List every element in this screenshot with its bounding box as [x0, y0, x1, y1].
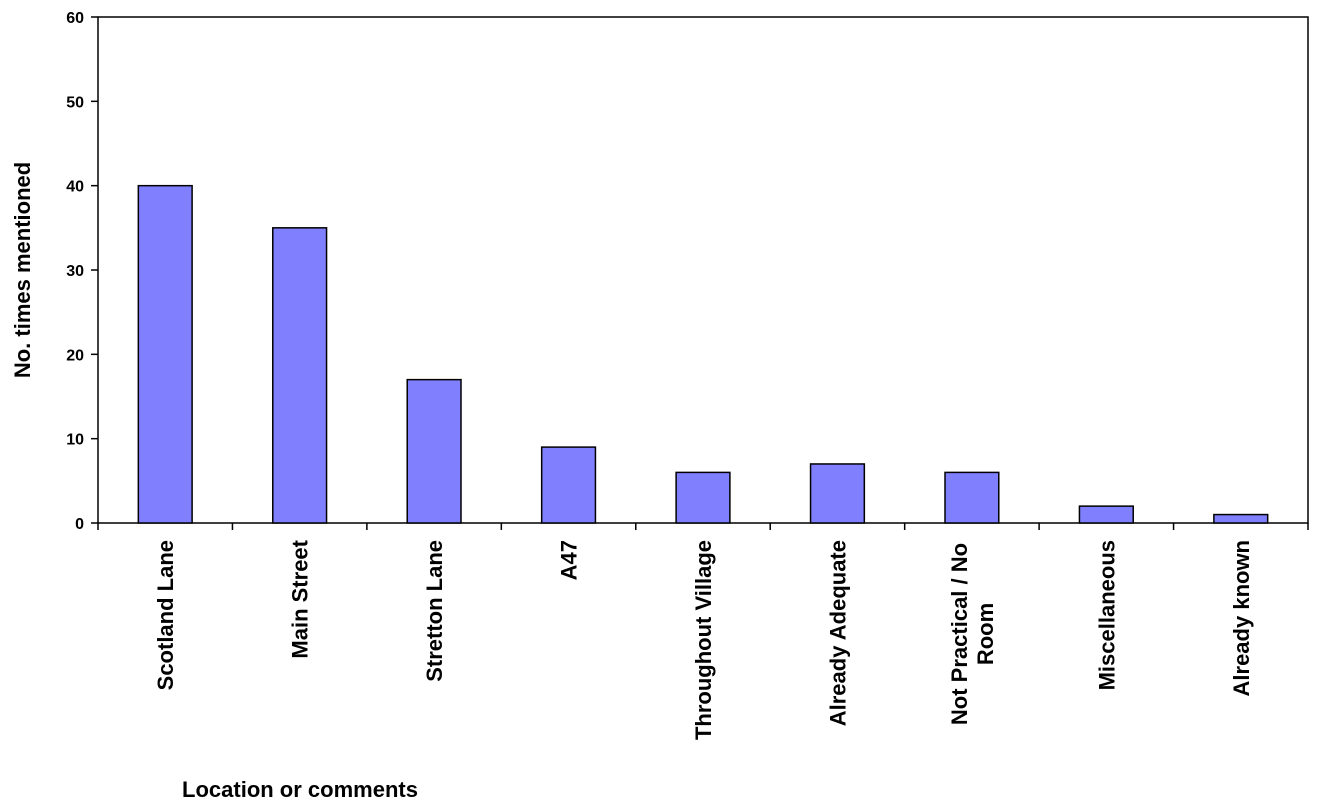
bars	[137, 184, 1269, 524]
x-axis-title: Location or comments	[182, 777, 418, 802]
y-axis-title: No. times mentioned	[10, 162, 35, 378]
x-axis-ticks	[97, 523, 1309, 530]
category-label-line: Throughout Village	[691, 540, 716, 740]
category-label-line: Scotland Lane	[153, 540, 178, 690]
bar	[1213, 513, 1269, 524]
bar	[137, 184, 193, 524]
category-label-line: Miscellaneous	[1094, 540, 1119, 690]
y-tick-label: 0	[75, 516, 84, 533]
category-label: Throughout Village	[691, 540, 716, 740]
category-label: A47	[557, 540, 582, 580]
category-label: Main Street	[288, 539, 313, 658]
bar	[540, 446, 597, 524]
bar	[406, 378, 462, 524]
y-tick-label: 20	[66, 347, 84, 364]
y-tick-label: 60	[66, 10, 84, 27]
category-label: Scotland Lane	[153, 540, 178, 690]
category-label-line: Stretton Lane	[422, 540, 447, 682]
category-label-line: A47	[557, 540, 582, 580]
category-label: Miscellaneous	[1094, 540, 1119, 690]
y-tick-label: 30	[66, 263, 84, 280]
category-label: Stretton Lane	[422, 540, 447, 682]
category-label-line: Already Adequate	[825, 540, 850, 726]
category-labels: Scotland Lane Main Street Stretton Lane A47…	[153, 539, 1254, 740]
y-tick-label: 10	[66, 432, 84, 449]
bar	[1078, 505, 1134, 524]
bar	[272, 227, 328, 524]
category-label-line: Main Street	[288, 539, 313, 658]
category-label-line: Room	[973, 603, 998, 665]
bar	[809, 463, 866, 524]
category-label-line: Already known	[1229, 540, 1254, 696]
category-label-line: Not Practical / No	[947, 543, 972, 725]
y-axis-ticks: 0 10 20 30 40 50 60	[66, 10, 98, 533]
bar	[675, 471, 731, 524]
y-tick-label: 40	[66, 179, 84, 196]
bar	[944, 471, 1000, 524]
category-label: Already Adequate	[825, 540, 850, 726]
y-tick-label: 50	[66, 94, 84, 111]
category-label: Not Practical / No Room	[947, 543, 998, 725]
category-label: Already known	[1229, 540, 1254, 696]
